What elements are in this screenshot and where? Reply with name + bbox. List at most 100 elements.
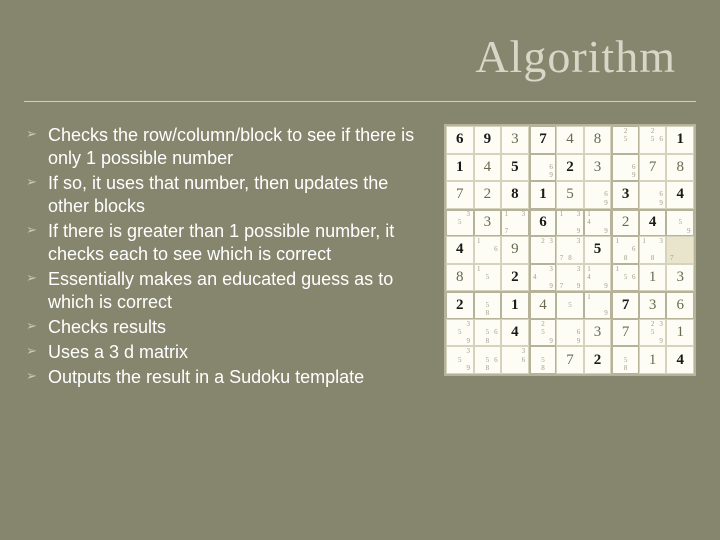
pencil-marks: 378 (557, 237, 583, 263)
slide-title: Algorithm (24, 30, 696, 83)
sudoku-cell: 5 (556, 291, 584, 319)
sudoku-cell: 3 (584, 154, 612, 182)
sudoku-cell: 5 (584, 236, 612, 264)
sudoku-cell: 7 (611, 291, 639, 319)
sudoku-cell: 3 (474, 209, 502, 237)
pencil-marks: 568 (475, 320, 501, 346)
content-row: Checks the row/column/block to see if th… (24, 124, 696, 391)
sudoku-cell: 6 (446, 126, 474, 154)
sudoku-cell: 3 (639, 291, 667, 319)
sudoku-cell: 58 (529, 346, 557, 374)
sudoku-cell: 4 (556, 126, 584, 154)
sudoku-cell: 4 (501, 319, 529, 347)
bullet-item: If there is greater than 1 possible numb… (24, 220, 424, 266)
sudoku-cell: 4 (529, 291, 557, 319)
pencil-marks: 568 (475, 347, 501, 373)
sudoku-cell: 1 (666, 126, 694, 154)
sudoku-cell: 7 (529, 126, 557, 154)
pencil-marks: 36 (502, 347, 528, 373)
sudoku-cell: 2 (501, 264, 529, 292)
pencil-marks: 256 (640, 127, 666, 153)
sudoku-cell: 4 (666, 346, 694, 374)
pencil-marks: 69 (585, 182, 611, 208)
bullet-list: Checks the row/column/block to see if th… (24, 124, 424, 391)
sudoku-cell: 9 (474, 126, 502, 154)
sudoku-cell: 35 (446, 209, 474, 237)
sudoku-cell: 349 (529, 264, 557, 292)
sudoku-cell: 156 (611, 264, 639, 292)
bullet-item: Outputs the result in a Sudoku template (24, 366, 424, 389)
pencil-marks: 59 (667, 211, 693, 236)
pencil-marks: 139 (557, 211, 583, 236)
sudoku-cell: 3 (584, 319, 612, 347)
sudoku-cell: 2359 (639, 319, 667, 347)
sudoku-cell: 3 (666, 264, 694, 292)
sudoku-cell: 7 (666, 236, 694, 264)
sudoku-cell: 69 (529, 154, 557, 182)
sudoku-cell: 3 (611, 181, 639, 209)
sudoku-cell: 58 (474, 291, 502, 319)
pencil-marks: 16 (475, 237, 501, 263)
sudoku-cell: 5 (556, 181, 584, 209)
sudoku-cell: 379 (556, 264, 584, 292)
sudoku-cell: 2 (556, 154, 584, 182)
sudoku-cell: 359 (446, 319, 474, 347)
pencil-marks: 156 (613, 265, 638, 291)
pencil-marks: 359 (447, 347, 473, 373)
sudoku-cell: 69 (611, 154, 639, 182)
bullet-item: Uses a 3 d matrix (24, 341, 424, 364)
sudoku-cell: 58 (611, 346, 639, 374)
sudoku-cell: 359 (446, 346, 474, 374)
pencil-marks: 69 (613, 155, 638, 181)
sudoku-cell: 69 (639, 181, 667, 209)
pencil-marks: 58 (613, 347, 638, 373)
pencil-marks: 23 (531, 237, 556, 263)
sudoku-cell: 137 (501, 209, 529, 237)
sudoku-grid: 6937482525611456923697872815693694353137… (444, 124, 696, 376)
bullet-item: Checks the row/column/block to see if th… (24, 124, 424, 170)
bullet-item: Essentially makes an educated guess as t… (24, 268, 424, 314)
pencil-marks: 359 (447, 320, 473, 346)
pencil-marks: 58 (531, 347, 556, 373)
sudoku-cell: 15 (474, 264, 502, 292)
pencil-marks: 138 (640, 237, 666, 263)
sudoku-cell: 2 (474, 181, 502, 209)
sudoku-cell: 25 (611, 126, 639, 154)
sudoku-cell: 16 (474, 236, 502, 264)
sudoku-container: 6937482525611456923697872815693694353137… (436, 124, 696, 391)
sudoku-cell: 7 (611, 319, 639, 347)
sudoku-cell: 1 (529, 181, 557, 209)
pencil-marks: 69 (557, 320, 583, 346)
sudoku-cell: 8 (666, 154, 694, 182)
sudoku-cell: 4 (446, 236, 474, 264)
sudoku-cell: 2 (584, 346, 612, 374)
sudoku-cell: 69 (556, 319, 584, 347)
slide: Algorithm Checks the row/column/block to… (0, 0, 720, 540)
sudoku-cell: 139 (556, 209, 584, 237)
pencil-marks: 137 (502, 211, 528, 236)
sudoku-cell: 149 (584, 209, 612, 237)
sudoku-cell: 3 (501, 126, 529, 154)
sudoku-cell: 2 (611, 209, 639, 237)
sudoku-cell: 1 (666, 319, 694, 347)
pencil-marks: 69 (640, 182, 666, 208)
pencil-marks: 379 (557, 265, 583, 291)
sudoku-cell: 9 (501, 236, 529, 264)
sudoku-cell: 168 (611, 236, 639, 264)
sudoku-cell: 259 (529, 319, 557, 347)
sudoku-cell: 1 (639, 346, 667, 374)
pencil-marks: 259 (531, 320, 556, 346)
sudoku-cell: 23 (529, 236, 557, 264)
sudoku-cell: 19 (584, 291, 612, 319)
sudoku-cell: 149 (584, 264, 612, 292)
pencil-marks: 2359 (640, 320, 666, 346)
sudoku-cell: 36 (501, 346, 529, 374)
sudoku-cell: 7 (556, 346, 584, 374)
sudoku-cell: 1 (446, 154, 474, 182)
pencil-marks: 58 (475, 293, 501, 318)
pencil-marks: 5 (557, 293, 583, 318)
bullet-item: Checks results (24, 316, 424, 339)
pencil-marks: 19 (585, 293, 611, 318)
sudoku-cell: 8 (446, 264, 474, 292)
pencil-marks: 35 (447, 211, 473, 236)
